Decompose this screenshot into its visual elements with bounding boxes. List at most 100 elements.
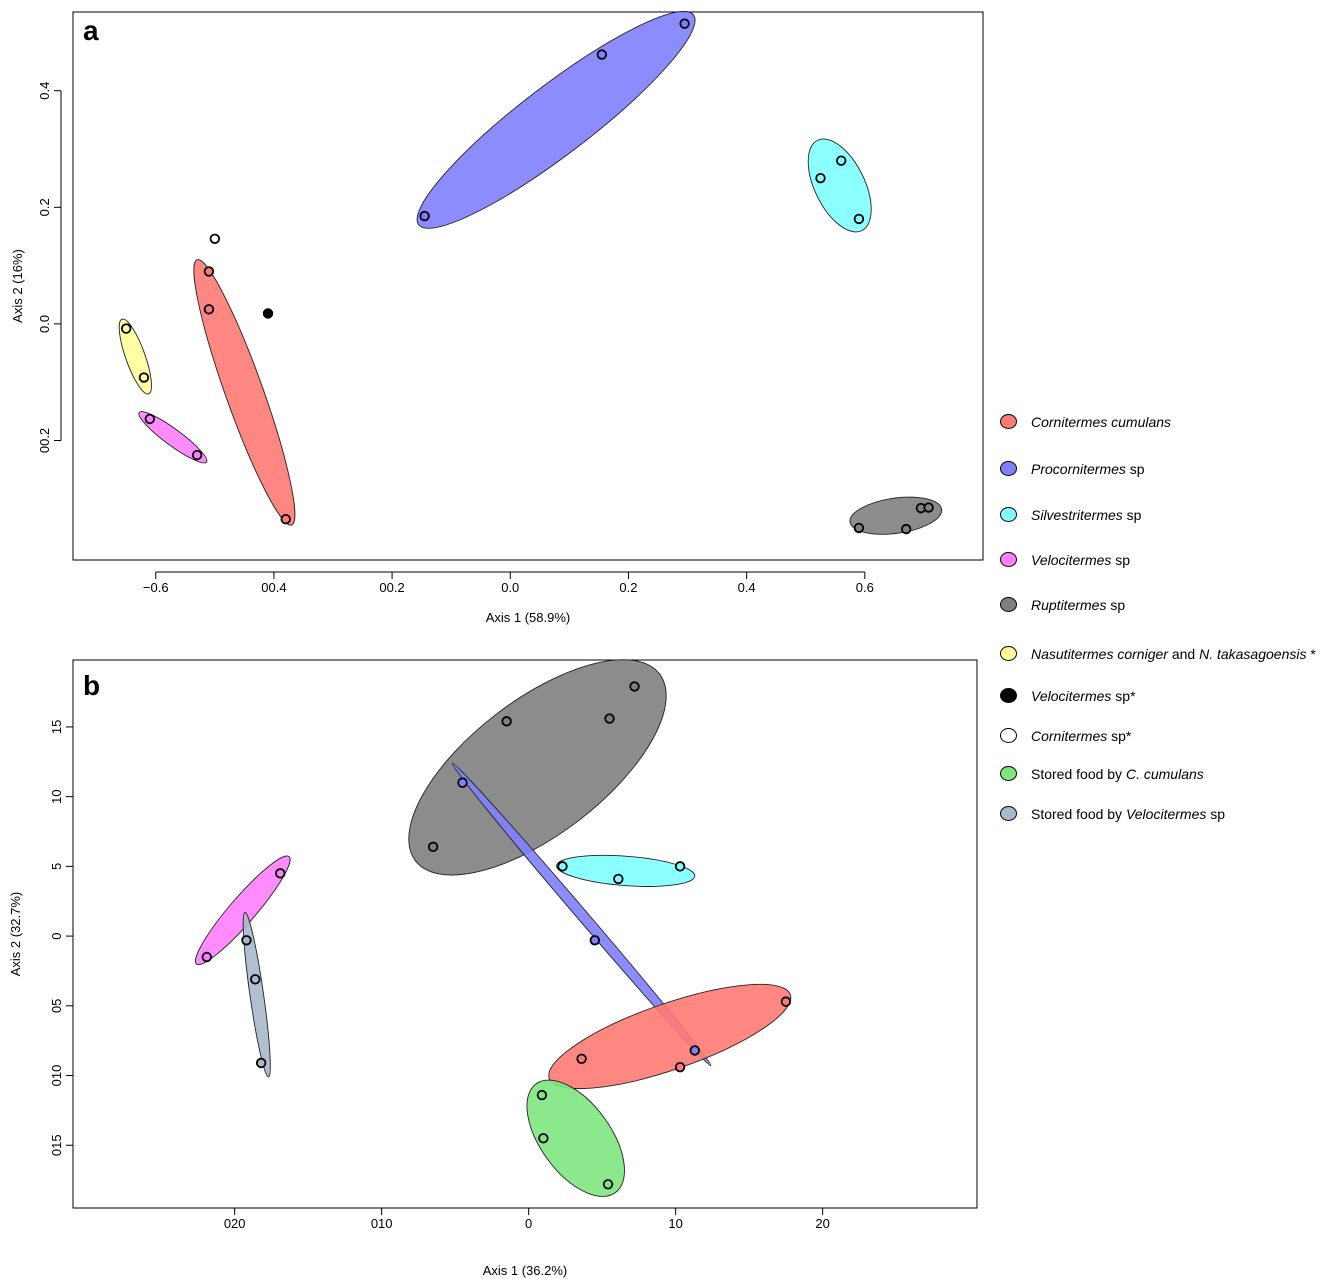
y-tick-label: 015	[49, 1134, 64, 1156]
legend-swatch	[1000, 766, 1017, 781]
data-point	[138, 372, 150, 383]
data-point	[589, 935, 601, 946]
group-ellipse	[416, 10, 696, 229]
panel-label: b	[83, 670, 100, 701]
x-tick-label: 0.4	[738, 580, 756, 595]
data-point	[536, 1089, 548, 1101]
panel-label: a	[83, 15, 99, 46]
data-point	[853, 522, 865, 534]
data-point	[250, 974, 261, 985]
data-point	[191, 449, 203, 461]
x-axis-label: Axis 1 (36.2%)	[483, 1263, 568, 1278]
legend-swatch	[1000, 597, 1017, 612]
data-point	[835, 155, 847, 166]
data-point	[120, 323, 132, 334]
x-tick-label: 020	[224, 1216, 246, 1231]
x-tick-label: 20	[815, 1216, 829, 1231]
legend-swatch	[1000, 728, 1017, 743]
group-ellipse	[242, 911, 271, 1078]
group-ellipse	[526, 1079, 625, 1197]
legend-label: Stored food by Velocitermes sp	[1031, 806, 1226, 822]
data-point	[419, 210, 430, 222]
group-ellipse	[556, 854, 696, 887]
x-tick-label: 10	[668, 1216, 682, 1231]
data-point	[144, 413, 156, 425]
data-point	[576, 1053, 587, 1064]
plot-frame	[72, 11, 984, 561]
y-tick-label: 10	[49, 789, 64, 803]
group-ellipse	[451, 762, 712, 1067]
y-tick-label: 010	[49, 1065, 64, 1087]
y-axis-label: Axis 2 (16%)	[10, 249, 25, 323]
y-tick-label: 00.2	[37, 428, 52, 453]
data-point	[203, 266, 215, 277]
y-tick-label: 15	[49, 720, 64, 734]
data-point	[275, 868, 286, 879]
legend-swatch	[1000, 688, 1017, 703]
data-point	[629, 681, 640, 692]
data-point	[427, 841, 439, 853]
data-point	[604, 713, 615, 724]
data-point	[679, 18, 690, 29]
data-point	[815, 172, 826, 184]
legend-label: Cornitermes cumulans	[1031, 414, 1172, 430]
data-point	[596, 49, 608, 60]
legend-swatch	[1000, 646, 1017, 661]
y-tick-label: 0	[49, 932, 64, 939]
legend-swatch	[1000, 507, 1017, 522]
data-point	[853, 213, 865, 225]
y-tick-label: 0.2	[37, 198, 52, 216]
data-point	[209, 233, 221, 244]
x-axis-label: Axis 1 (58.9%)	[486, 610, 571, 625]
legend-label: Velocitermes sp*	[1031, 688, 1136, 704]
data-point	[674, 861, 686, 872]
data-point	[280, 513, 291, 525]
legend-label: Stored food by C. cumulans	[1031, 766, 1204, 782]
y-tick-label: 0.4	[37, 82, 52, 100]
y-tick-label: 5	[49, 863, 64, 870]
data-point	[538, 1133, 549, 1144]
legend-label: Cornitermes sp*	[1031, 728, 1132, 744]
data-point	[674, 1061, 686, 1073]
group-ellipse	[548, 983, 792, 1090]
y-tick-label: 05	[49, 999, 64, 1013]
x-tick-label: 010	[371, 1216, 393, 1231]
panel-a-plot: −0.6 00.4 00.2 0.0 0.2 0.4 0.6 00.2 0.0 0.2 0.4 Axi…	[10, 10, 984, 625]
data-point	[255, 1057, 267, 1069]
legend-label: Velocitermes sp	[1031, 552, 1131, 568]
data-point	[900, 523, 912, 535]
legend-swatch	[1000, 461, 1017, 476]
x-tick-label: 0.6	[856, 580, 874, 595]
y-tick-label: 0.0	[37, 315, 52, 333]
x-tick-label: 0.0	[501, 580, 519, 595]
data-point	[241, 935, 252, 946]
x-tick-label: 0.2	[619, 580, 637, 595]
data-point	[203, 304, 215, 315]
data-point	[557, 861, 568, 872]
data-point	[457, 777, 468, 788]
data-point	[613, 873, 624, 885]
data-point	[201, 951, 212, 963]
x-tick-label: 00.4	[261, 580, 286, 595]
x-tick-label: 00.2	[379, 580, 404, 595]
x-tick-label: 0	[525, 1216, 532, 1231]
group-ellipse	[195, 855, 291, 966]
data-point	[262, 308, 274, 319]
legend-label: Silvestritermes sp	[1031, 507, 1142, 523]
data-point	[923, 502, 934, 513]
x-tick-label: −0.6	[143, 580, 169, 595]
data-point	[602, 1179, 614, 1190]
group-ellipse	[408, 659, 667, 876]
legend-label: Ruptitermes sp	[1031, 597, 1126, 613]
group-ellipse	[807, 138, 872, 233]
group-ellipse	[138, 411, 208, 464]
legend-swatch	[1000, 806, 1017, 821]
legend-swatch	[1000, 414, 1017, 429]
legend-label: Procornitermes sp	[1031, 461, 1145, 477]
legend-label: Nasutitermes corniger and N. takasagoens…	[1031, 646, 1316, 662]
group-ellipse	[193, 259, 296, 526]
legend-swatch	[1000, 552, 1017, 567]
group-ellipse	[118, 318, 152, 395]
